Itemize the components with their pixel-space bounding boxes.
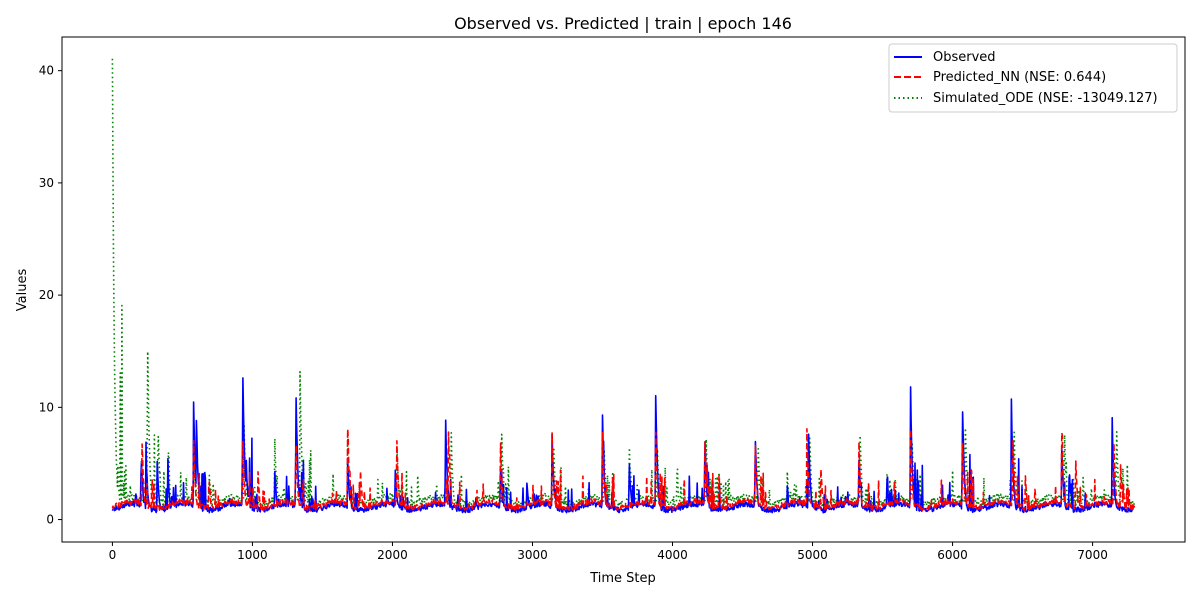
y-tick-label: 10 bbox=[39, 400, 54, 414]
x-tick-label: 4000 bbox=[657, 548, 688, 562]
x-tick-label: 1000 bbox=[237, 548, 268, 562]
axis-ticks: 0 1000 2000 3000 4000 5000 6000 7000 0 10 20 30 40 bbox=[39, 64, 1108, 562]
chart-title: Observed vs. Predicted | train | epoch 1… bbox=[454, 14, 792, 33]
legend-box bbox=[888, 43, 1178, 113]
x-axis-label: Time Step bbox=[589, 571, 656, 586]
y-tick-label: 30 bbox=[39, 176, 54, 190]
plot-frame bbox=[61, 36, 1186, 543]
x-tick-label: 2000 bbox=[377, 548, 408, 562]
y-axis-label: Values bbox=[15, 269, 30, 312]
x-tick-label: 6000 bbox=[937, 548, 968, 562]
x-tick-label: 7000 bbox=[1077, 548, 1108, 562]
legend-label-observed: Observed bbox=[933, 50, 996, 65]
series-layer bbox=[111, 58, 1136, 514]
series-line-simulated-ode bbox=[111, 58, 1135, 507]
x-tick-label: 3000 bbox=[517, 548, 548, 562]
legend-label-simulated: Simulated_ODE (NSE: -13049.127) bbox=[933, 91, 1158, 106]
y-tick-label: 20 bbox=[39, 288, 54, 302]
series-line-predicted-nn bbox=[111, 428, 1136, 512]
x-tick-label: 0 bbox=[109, 548, 117, 562]
x-tick-label: 5000 bbox=[797, 548, 828, 562]
y-tick-label: 0 bbox=[46, 513, 54, 527]
legend: Observed Predicted_NN (NSE: 0.644) Simul… bbox=[888, 43, 1178, 113]
legend-label-predicted: Predicted_NN (NSE: 0.644) bbox=[933, 70, 1106, 85]
y-tick-label: 40 bbox=[39, 64, 54, 78]
